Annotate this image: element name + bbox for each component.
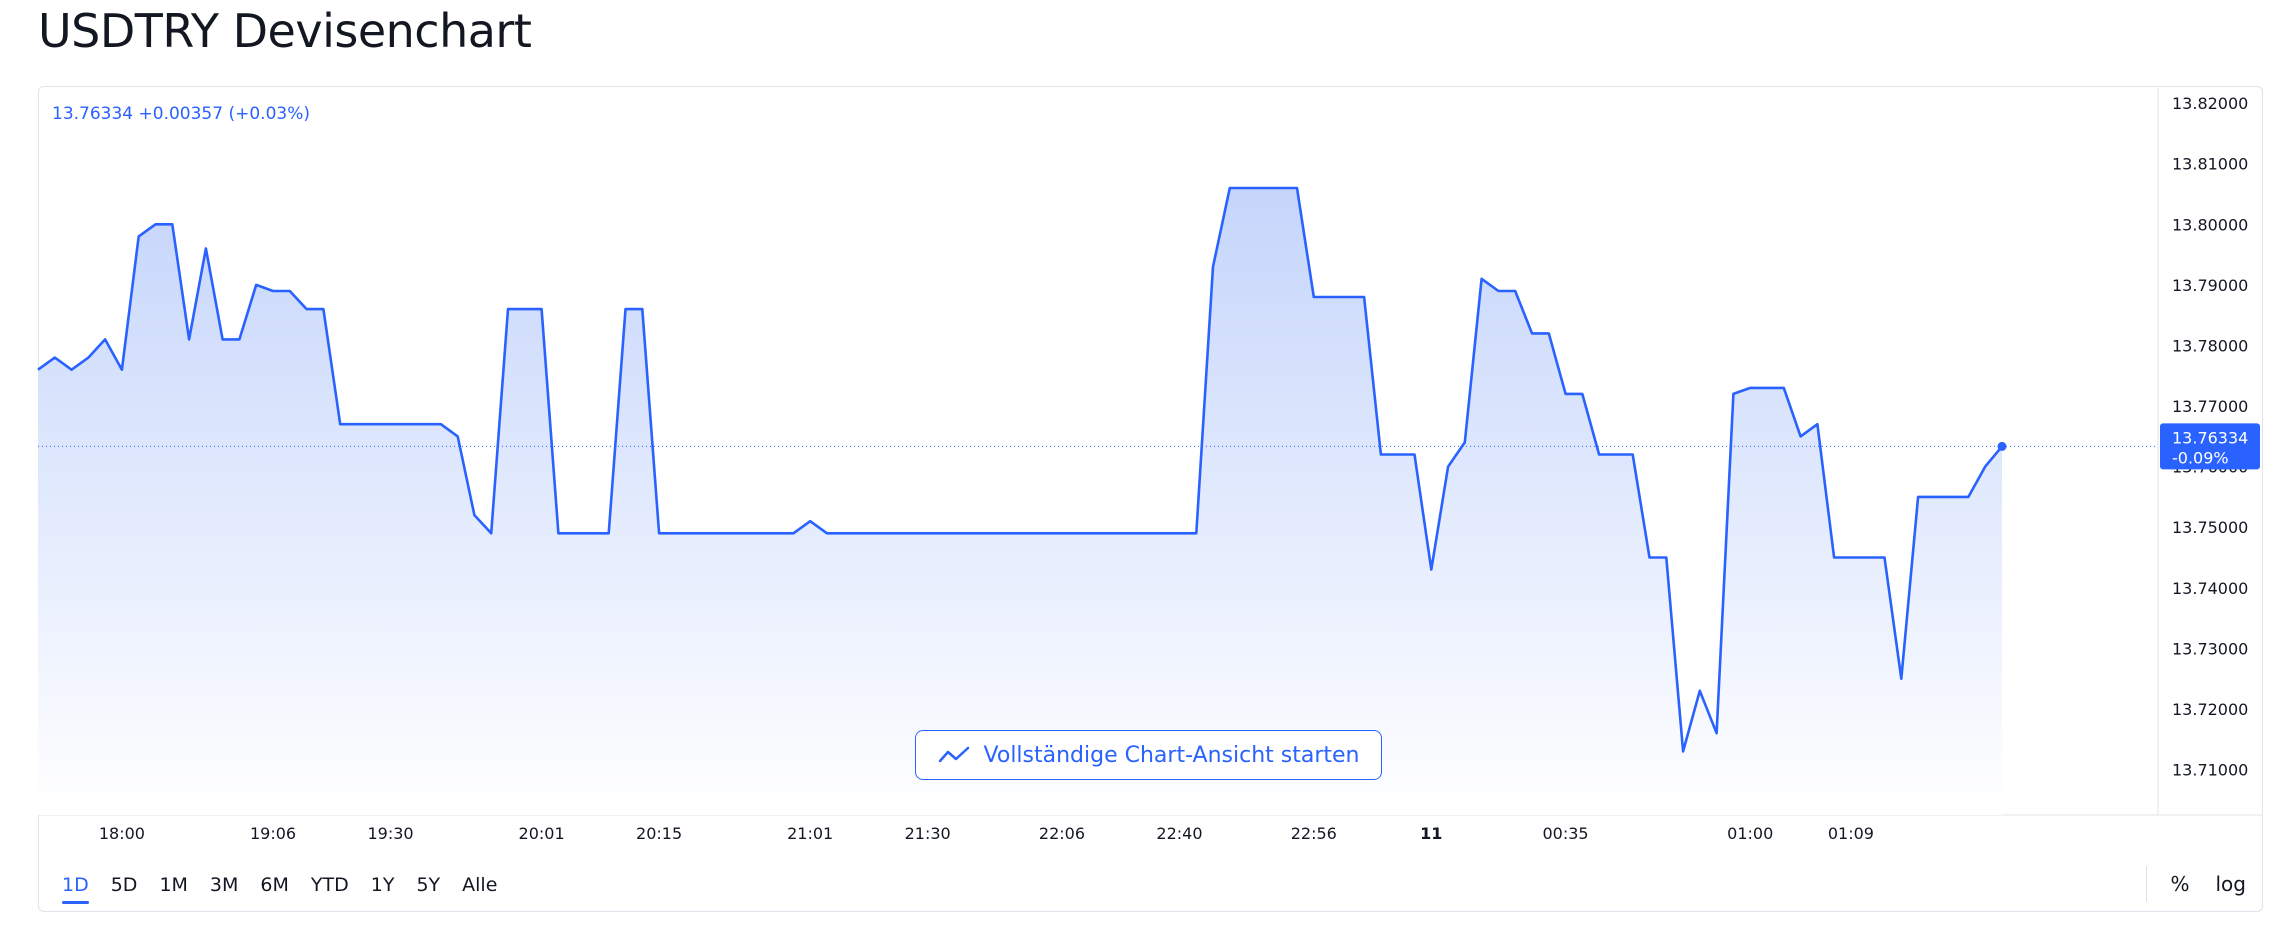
x-tick-label: 00:35 [1543, 824, 1589, 843]
x-tick-label: 21:01 [787, 824, 833, 843]
last-price-change: -0.09% [2172, 448, 2229, 467]
page-title: USDTRY Devisenchart [38, 4, 532, 58]
range-1m[interactable]: 1M [159, 874, 188, 896]
full-chart-button-label: Vollständige Chart-Ansicht starten [983, 742, 1360, 768]
range-1y[interactable]: 1Y [370, 874, 395, 896]
x-tick-label: 18:00 [99, 824, 145, 843]
percent-scale-toggle[interactable]: % [2170, 872, 2190, 896]
x-tick-label: 19:06 [250, 824, 296, 843]
price-area-fill [38, 188, 2002, 815]
range-5d[interactable]: 5D [110, 874, 138, 896]
price-line [37, 186, 2003, 753]
scale-controls: % log [2170, 872, 2246, 896]
y-tick-label: 13.77000 [2172, 397, 2248, 416]
x-tick-label: 22:06 [1039, 824, 1085, 843]
x-tick-label: 01:00 [1727, 824, 1773, 843]
range-selector: 1D 5D 1M 3M 6M YTD 1Y 5Y Alle [62, 872, 519, 904]
controls-divider [2146, 866, 2147, 902]
y-tick-label: 13.80000 [2172, 215, 2248, 234]
chart-line-icon [938, 746, 969, 763]
log-scale-toggle[interactable]: log [2215, 872, 2247, 896]
last-price-badge [2160, 423, 2260, 470]
range-3m[interactable]: 3M [209, 874, 239, 896]
range-1d[interactable]: 1D [62, 874, 89, 904]
x-tick-label: 21:30 [905, 824, 951, 843]
x-tick-label: 01:09 [1828, 824, 1874, 843]
range-6m[interactable]: 6M [260, 874, 289, 896]
x-tick-label: 20:15 [636, 824, 682, 843]
x-tick-label: 11 [1420, 824, 1442, 843]
y-tick-label: 13.73000 [2172, 639, 2248, 658]
price-legend: 13.76334 +0.00357 (+0.03%) [52, 104, 310, 124]
y-tick-label: 13.79000 [2172, 276, 2248, 295]
y-tick-label: 13.82000 [2172, 94, 2248, 113]
y-tick-label: 13.78000 [2172, 336, 2248, 355]
x-tick-label: 22:56 [1291, 824, 1337, 843]
y-tick-label: 13.75000 [2172, 518, 2248, 537]
last-price-dot [1997, 441, 2007, 451]
x-tick-label: 20:01 [519, 824, 565, 843]
last-price-value: 13.76334 [2172, 428, 2248, 447]
range-5y[interactable]: 5Y [416, 874, 441, 896]
range-all[interactable]: Alle [462, 874, 498, 896]
full-chart-button[interactable]: Vollständige Chart-Ansicht starten [915, 730, 1382, 780]
y-tick-label: 13.81000 [2172, 155, 2248, 174]
y-tick-label: 13.71000 [2172, 761, 2248, 780]
x-tick-label: 19:30 [367, 824, 413, 843]
y-tick-label: 13.74000 [2172, 579, 2248, 598]
range-ytd[interactable]: YTD [310, 874, 349, 896]
y-tick-label: 13.72000 [2172, 700, 2248, 719]
x-tick-label: 22:40 [1156, 824, 1202, 843]
